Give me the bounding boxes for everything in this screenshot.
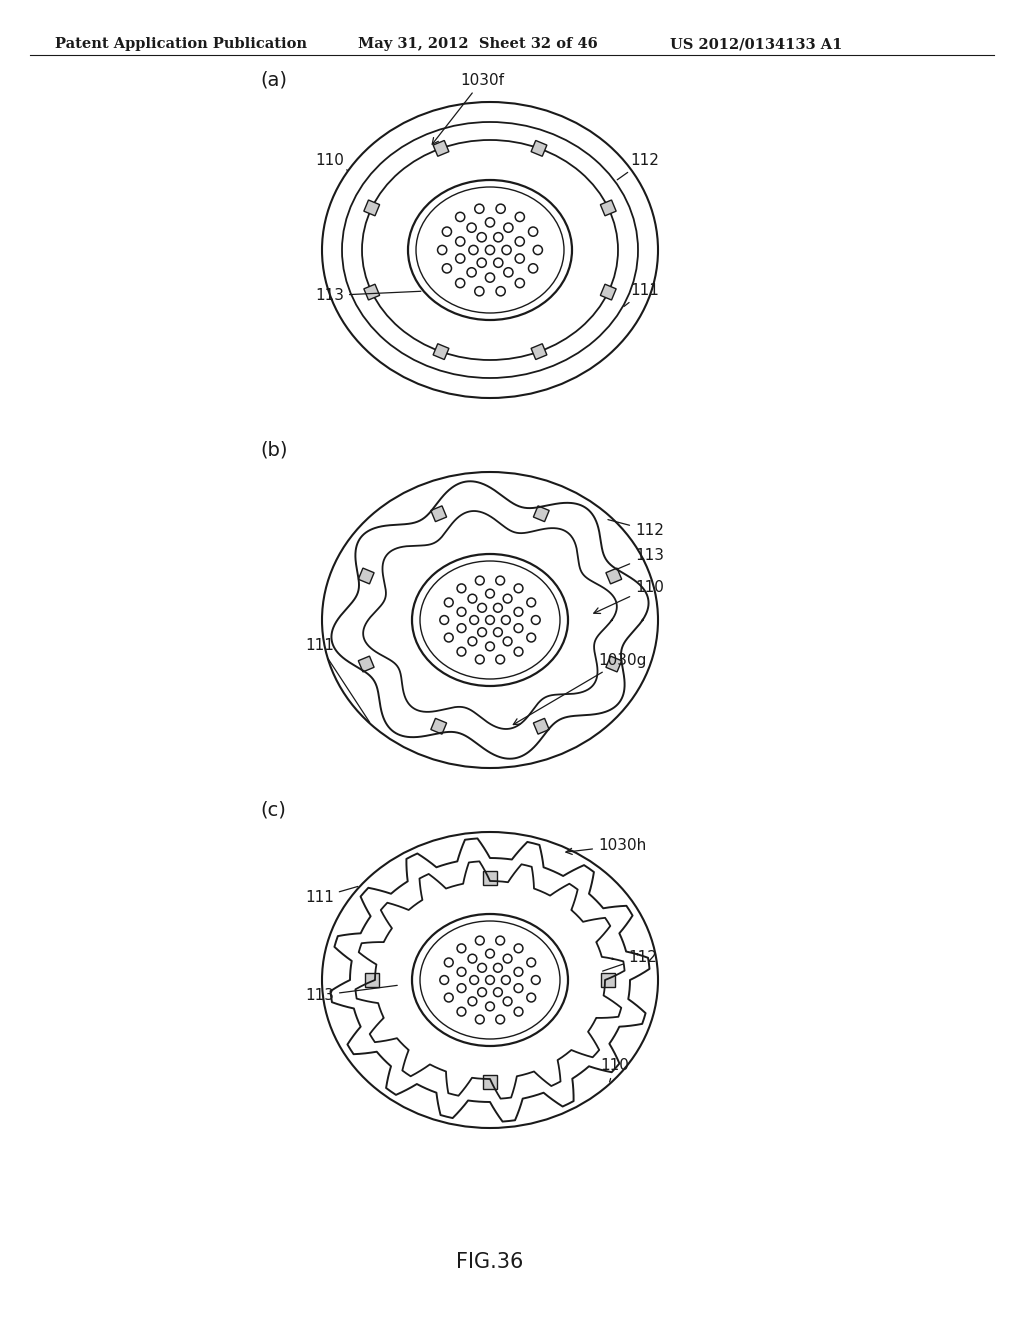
Polygon shape bbox=[606, 568, 622, 583]
Text: FIG.36: FIG.36 bbox=[457, 1251, 523, 1272]
Polygon shape bbox=[606, 656, 622, 672]
Text: 111: 111 bbox=[305, 887, 357, 906]
Text: May 31, 2012  Sheet 32 of 46: May 31, 2012 Sheet 32 of 46 bbox=[358, 37, 598, 51]
Polygon shape bbox=[364, 201, 380, 215]
Text: Patent Application Publication: Patent Application Publication bbox=[55, 37, 307, 51]
Polygon shape bbox=[433, 343, 449, 359]
Text: 112: 112 bbox=[608, 520, 664, 539]
Polygon shape bbox=[600, 284, 616, 300]
Text: (c): (c) bbox=[260, 800, 286, 818]
Text: 1030h: 1030h bbox=[566, 838, 646, 854]
Polygon shape bbox=[358, 656, 374, 672]
Polygon shape bbox=[534, 506, 549, 521]
Text: 110: 110 bbox=[600, 1059, 629, 1082]
Polygon shape bbox=[366, 973, 379, 986]
Text: 110: 110 bbox=[315, 153, 348, 170]
Text: 112: 112 bbox=[603, 950, 656, 972]
Text: 110: 110 bbox=[594, 579, 664, 614]
Polygon shape bbox=[364, 284, 380, 300]
Polygon shape bbox=[431, 718, 446, 734]
Polygon shape bbox=[483, 871, 497, 884]
Text: (b): (b) bbox=[260, 440, 288, 459]
Text: 112: 112 bbox=[617, 153, 658, 180]
Text: (a): (a) bbox=[260, 70, 287, 88]
Polygon shape bbox=[483, 1076, 497, 1089]
Text: 1030g: 1030g bbox=[513, 653, 646, 725]
Text: US 2012/0134133 A1: US 2012/0134133 A1 bbox=[670, 37, 843, 51]
Polygon shape bbox=[531, 140, 547, 156]
Polygon shape bbox=[358, 568, 374, 583]
Polygon shape bbox=[531, 343, 547, 359]
Polygon shape bbox=[600, 201, 616, 215]
Polygon shape bbox=[601, 973, 614, 986]
Polygon shape bbox=[433, 140, 449, 156]
Polygon shape bbox=[534, 718, 549, 734]
Text: 111: 111 bbox=[624, 282, 658, 306]
Text: 113: 113 bbox=[305, 985, 397, 1003]
Text: 111: 111 bbox=[305, 638, 370, 722]
Text: 113: 113 bbox=[617, 548, 664, 569]
Text: 1030f: 1030f bbox=[432, 73, 504, 144]
Text: 113: 113 bbox=[315, 288, 421, 304]
Polygon shape bbox=[431, 506, 446, 521]
